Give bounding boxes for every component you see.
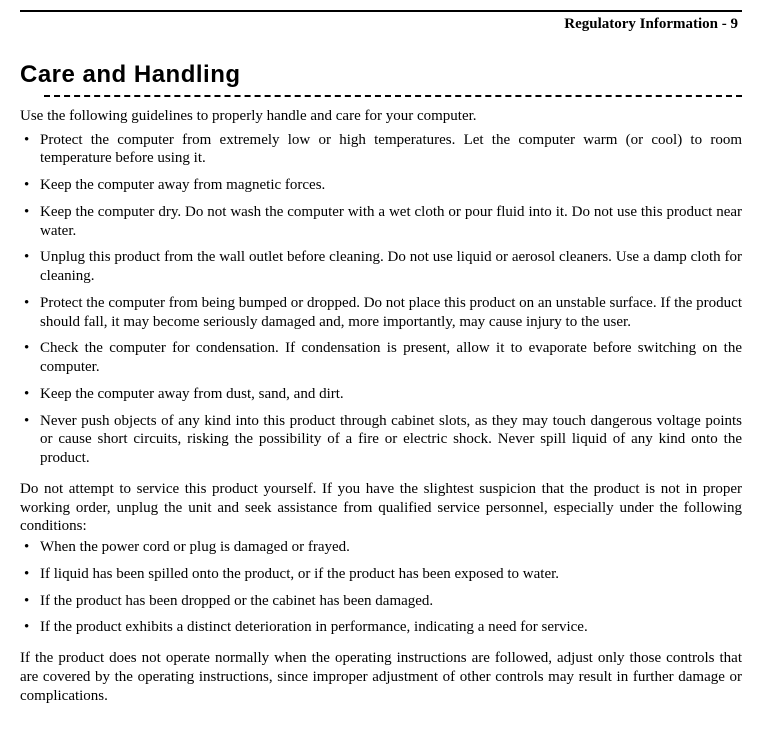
list-item: Protect the computer from extremely low … <box>20 131 742 169</box>
header-rule <box>20 10 742 12</box>
list-item: When the power cord or plug is damaged o… <box>20 538 742 557</box>
list-item: Protect the computer from being bumped o… <box>20 294 742 332</box>
section-title: Care and Handling <box>20 61 742 89</box>
list-item: If the product exhibits a distinct deter… <box>20 618 742 637</box>
closing-paragraph: If the product does not operate normally… <box>20 649 742 705</box>
service-conditions-list: When the power cord or plug is damaged o… <box>20 538 742 637</box>
list-item: Keep the computer away from magnetic for… <box>20 176 742 195</box>
list-item: Keep the computer away from dust, sand, … <box>20 385 742 404</box>
guidelines-list: Protect the computer from extremely low … <box>20 131 742 468</box>
list-item: Never push objects of any kind into this… <box>20 412 742 468</box>
list-item: Check the computer for condensation. If … <box>20 339 742 377</box>
intro-paragraph: Use the following guidelines to properly… <box>20 107 742 127</box>
list-item: If liquid has been spilled onto the prod… <box>20 565 742 584</box>
list-item: If the product has been dropped or the c… <box>20 592 742 611</box>
list-item: Unplug this product from the wall outlet… <box>20 248 742 286</box>
list-item: Keep the computer dry. Do not wash the c… <box>20 203 742 241</box>
dashed-divider <box>44 95 742 97</box>
running-header: Regulatory Information - 9 <box>20 16 742 33</box>
service-intro-paragraph: Do not attempt to service this product y… <box>20 480 742 536</box>
